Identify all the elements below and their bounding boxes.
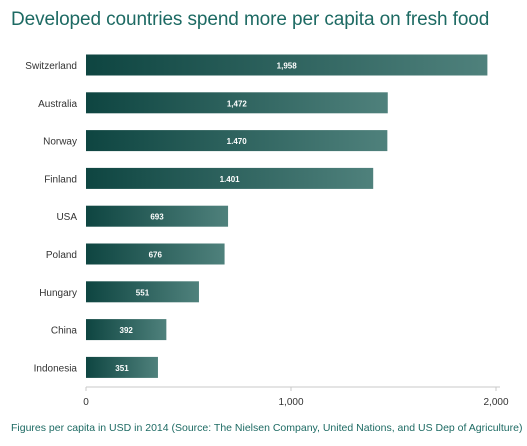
x-tick-label: 2,000 <box>483 397 508 408</box>
bar-poland <box>86 243 225 265</box>
value-label: 676 <box>149 251 163 260</box>
bar-indonesia <box>86 356 158 378</box>
bar-norway <box>86 130 388 152</box>
value-label: 693 <box>150 213 164 222</box>
chart-footnote: Figures per capita in USD in 2014 (Sourc… <box>11 422 523 434</box>
x-tick-label: 1,000 <box>278 397 303 408</box>
category-label: Switzerland <box>25 61 77 72</box>
bar-hungary <box>86 281 199 303</box>
value-label: 351 <box>115 364 129 373</box>
category-label: Indonesia <box>34 363 78 374</box>
chart-title: Developed countries spend more per capit… <box>11 9 490 30</box>
value-label: 1,958 <box>277 62 298 71</box>
value-label: 1,472 <box>227 99 248 108</box>
category-label: Norway <box>43 137 77 148</box>
value-label: 1.470 <box>227 137 248 146</box>
value-label: 551 <box>136 288 150 297</box>
bar-china <box>86 319 167 341</box>
category-label: Hungary <box>39 288 77 299</box>
category-label: Finland <box>44 174 77 185</box>
bar-usa <box>86 205 229 227</box>
category-label: Australia <box>38 99 77 110</box>
x-tick-label: 0 <box>83 397 89 408</box>
category-label: China <box>51 326 78 337</box>
bar-finland <box>86 167 374 189</box>
bar-switzerland <box>86 54 488 76</box>
bar-australia <box>86 92 388 114</box>
category-label: USA <box>56 212 77 223</box>
value-label: 392 <box>120 326 134 335</box>
category-label: Poland <box>46 250 77 261</box>
value-label: 1.401 <box>220 175 241 184</box>
